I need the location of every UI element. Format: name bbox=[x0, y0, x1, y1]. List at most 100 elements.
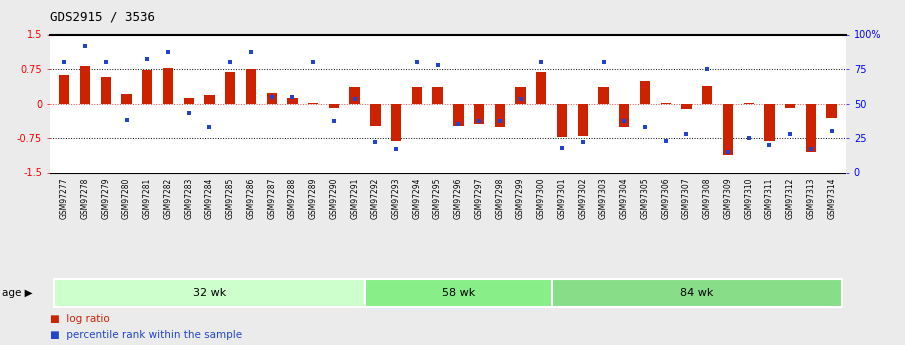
Bar bbox=[619, 104, 630, 127]
Bar bbox=[370, 104, 381, 126]
Text: GSM97302: GSM97302 bbox=[578, 178, 587, 219]
Bar bbox=[246, 69, 256, 104]
Point bbox=[348, 97, 362, 102]
Text: GSM97300: GSM97300 bbox=[537, 178, 546, 219]
Bar bbox=[54, 279, 365, 307]
Bar bbox=[453, 104, 463, 126]
Bar bbox=[495, 104, 505, 127]
Text: GSM97290: GSM97290 bbox=[329, 178, 338, 219]
Text: GSM97301: GSM97301 bbox=[557, 178, 567, 219]
Text: GSM97298: GSM97298 bbox=[495, 178, 504, 219]
Text: 84 wk: 84 wk bbox=[681, 288, 713, 298]
Text: GSM97307: GSM97307 bbox=[682, 178, 691, 219]
Text: GSM97304: GSM97304 bbox=[620, 178, 629, 219]
Point bbox=[119, 117, 134, 123]
Bar bbox=[681, 104, 691, 109]
Point bbox=[492, 119, 507, 124]
Bar bbox=[826, 104, 837, 118]
Text: 32 wk: 32 wk bbox=[193, 288, 226, 298]
Point bbox=[576, 139, 590, 145]
Bar bbox=[515, 87, 526, 104]
Point bbox=[161, 50, 176, 55]
Point bbox=[638, 124, 653, 130]
Text: GSM97314: GSM97314 bbox=[827, 178, 836, 219]
Text: GSM97305: GSM97305 bbox=[641, 178, 650, 219]
Bar bbox=[266, 93, 277, 104]
Point bbox=[783, 131, 797, 137]
Text: GSM97308: GSM97308 bbox=[702, 178, 711, 219]
Text: 58 wk: 58 wk bbox=[442, 288, 475, 298]
Text: GSM97297: GSM97297 bbox=[474, 178, 483, 219]
Point bbox=[804, 146, 818, 152]
Bar bbox=[225, 72, 235, 104]
Point bbox=[327, 119, 341, 124]
Bar bbox=[552, 279, 842, 307]
Text: GSM97295: GSM97295 bbox=[433, 178, 443, 219]
Text: GSM97286: GSM97286 bbox=[246, 178, 255, 219]
Point bbox=[243, 50, 258, 55]
Point bbox=[182, 110, 196, 116]
Bar bbox=[205, 95, 214, 104]
Bar bbox=[536, 72, 547, 104]
Text: GSM97287: GSM97287 bbox=[267, 178, 276, 219]
Point bbox=[596, 59, 611, 65]
Text: GSM97288: GSM97288 bbox=[288, 178, 297, 219]
Bar bbox=[702, 86, 712, 104]
Point bbox=[264, 94, 279, 99]
Bar bbox=[723, 104, 733, 155]
Text: GSM97285: GSM97285 bbox=[225, 178, 234, 219]
Text: GSM97279: GSM97279 bbox=[101, 178, 110, 219]
Point bbox=[368, 139, 383, 145]
Point bbox=[140, 57, 155, 62]
Text: GSM97299: GSM97299 bbox=[516, 178, 525, 219]
Bar bbox=[329, 104, 339, 108]
Bar bbox=[577, 104, 588, 136]
Point bbox=[534, 59, 548, 65]
Point bbox=[451, 121, 465, 127]
Point bbox=[472, 119, 486, 124]
Point bbox=[513, 97, 528, 102]
Text: GSM97310: GSM97310 bbox=[744, 178, 753, 219]
Text: GSM97303: GSM97303 bbox=[599, 178, 608, 219]
Bar bbox=[142, 70, 152, 104]
Text: GSM97306: GSM97306 bbox=[662, 178, 671, 219]
Text: GSM97311: GSM97311 bbox=[765, 178, 774, 219]
Bar bbox=[598, 87, 609, 104]
Point bbox=[223, 59, 237, 65]
Point bbox=[306, 59, 320, 65]
Bar bbox=[474, 104, 484, 124]
Point bbox=[617, 119, 632, 124]
Bar bbox=[121, 94, 132, 103]
Text: GSM97282: GSM97282 bbox=[164, 178, 173, 219]
Text: GSM97283: GSM97283 bbox=[185, 178, 194, 219]
Text: ■  percentile rank within the sample: ■ percentile rank within the sample bbox=[50, 330, 242, 340]
Bar bbox=[59, 75, 70, 104]
Bar bbox=[80, 66, 91, 104]
Point bbox=[202, 124, 216, 130]
Bar bbox=[805, 104, 816, 152]
Bar bbox=[163, 68, 173, 104]
Point bbox=[555, 145, 569, 150]
Point bbox=[700, 66, 714, 72]
Point bbox=[824, 128, 839, 134]
Point bbox=[99, 59, 113, 65]
Bar bbox=[100, 77, 111, 104]
Point bbox=[410, 59, 424, 65]
Bar bbox=[785, 104, 795, 108]
Text: GSM97313: GSM97313 bbox=[806, 178, 815, 219]
Bar bbox=[365, 279, 552, 307]
Point bbox=[389, 146, 404, 152]
Bar bbox=[349, 87, 360, 104]
Point bbox=[659, 138, 673, 144]
Point bbox=[741, 135, 756, 141]
Point bbox=[431, 62, 445, 68]
Bar bbox=[287, 98, 298, 104]
Text: GSM97293: GSM97293 bbox=[392, 178, 401, 219]
Bar bbox=[744, 102, 754, 103]
Point bbox=[762, 142, 776, 148]
Text: GDS2915 / 3536: GDS2915 / 3536 bbox=[50, 10, 155, 23]
Text: GSM97312: GSM97312 bbox=[786, 178, 795, 219]
Point bbox=[285, 94, 300, 99]
Bar bbox=[433, 87, 443, 104]
Bar bbox=[184, 98, 194, 104]
